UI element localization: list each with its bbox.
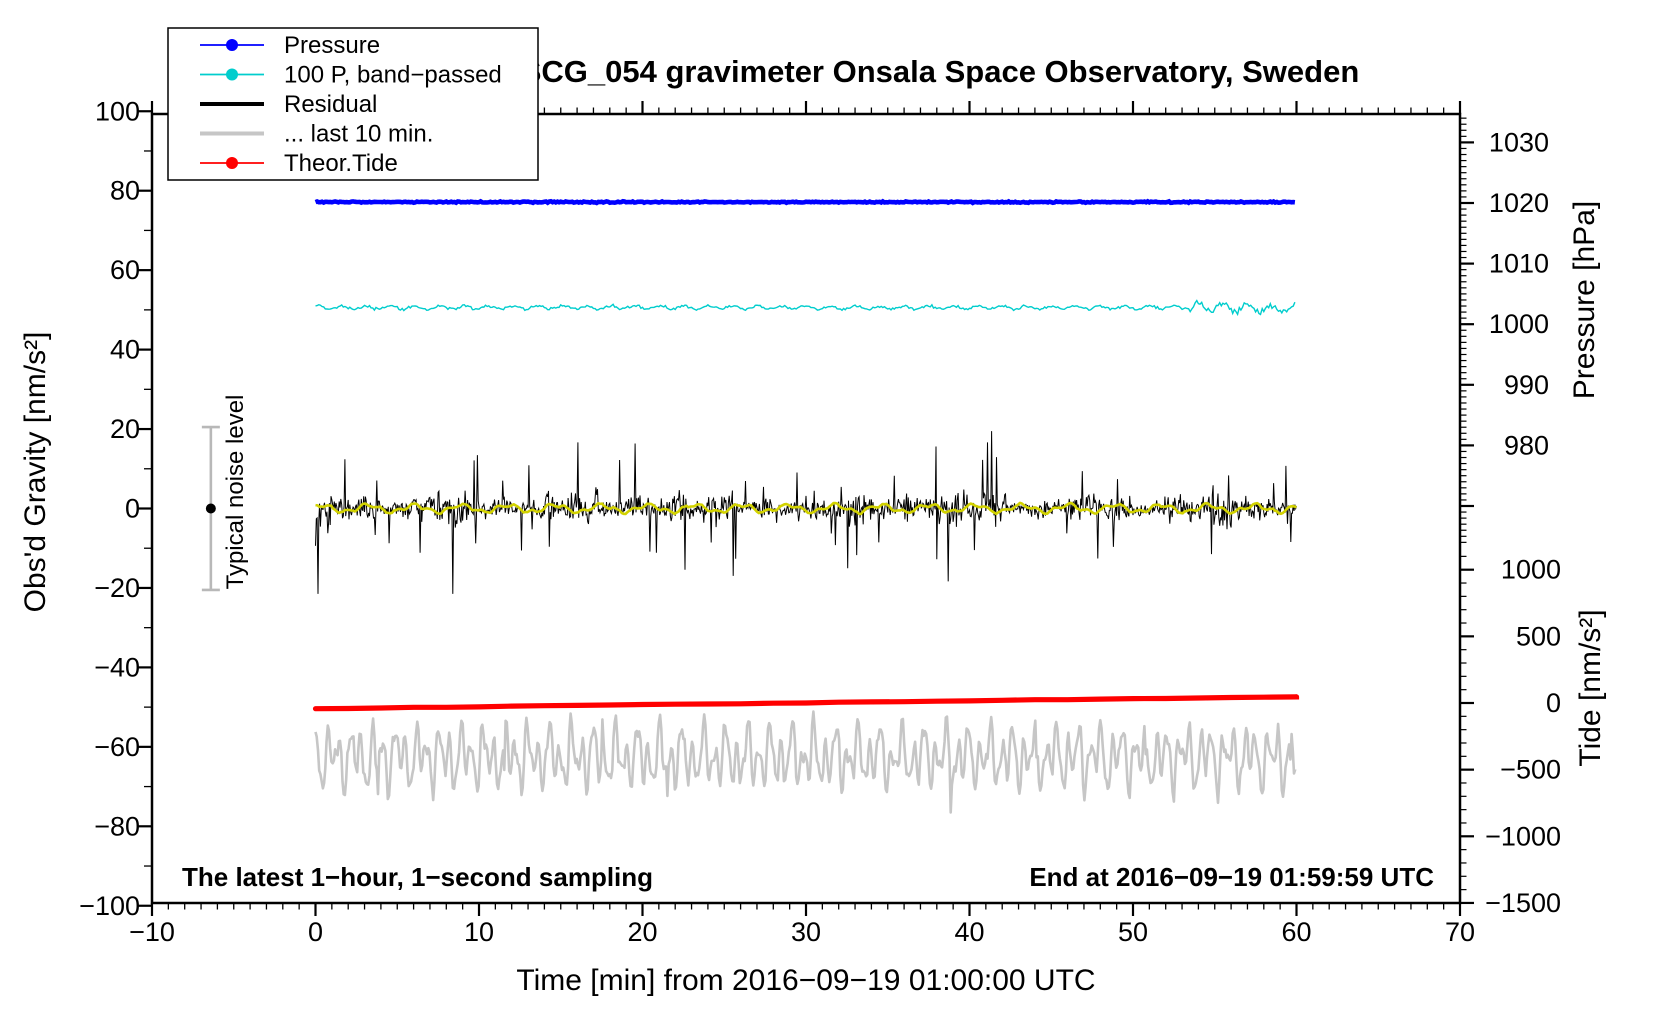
y-axis-title-pressure: Pressure [hPa] [1568, 201, 1601, 399]
tide-tick-label: 1000 [1501, 555, 1561, 585]
gravity-tick-label: −20 [94, 573, 140, 603]
gravity-tick-label: −100 [79, 891, 140, 921]
x-tick-label: 70 [1445, 917, 1475, 947]
legend-item-label: Theor.Tide [284, 150, 398, 177]
legend-item-label: Pressure [284, 32, 380, 59]
series-pressure-bandpassed [315, 299, 1296, 317]
tide-tick-label: 0 [1546, 688, 1561, 718]
x-tick-label: 0 [308, 917, 323, 947]
gravity-tick-label: −60 [94, 732, 140, 762]
legend-sample-dot [226, 39, 238, 51]
x-tick-label: 30 [791, 917, 821, 947]
gravity-tick-label: 100 [95, 96, 140, 126]
gravity-tick-label: −40 [94, 652, 140, 682]
pressure-tick-label: 1020 [1489, 188, 1549, 218]
gravity-tick-label: 0 [125, 494, 140, 524]
legend-sample-dot [226, 157, 238, 169]
series-layer [312, 198, 1300, 814]
tide-tick-label: 500 [1516, 621, 1561, 651]
gravity-tick-label: 40 [110, 335, 140, 365]
gravity-tick-label: −80 [94, 811, 140, 841]
x-axis-title: Time [min] from 2016−09−19 01:00:00 UTC [516, 964, 1095, 997]
pressure-tick-label: 1010 [1489, 249, 1549, 279]
pressure-tick-label: 980 [1504, 430, 1549, 460]
series-last10-residual [314, 710, 1297, 814]
tide-tick-label: −1500 [1485, 888, 1561, 918]
x-tick-label: −10 [129, 917, 175, 947]
ticks-layer: −10 0 10 20 30 40 50 60 70100806040200−20−40−60−… [79, 96, 1561, 947]
noise-marker [201, 425, 220, 592]
tide-tick-label: −500 [1500, 755, 1561, 785]
series-pressure [314, 198, 1296, 206]
y-axis-title-tide: Tide [nm/s²] [1574, 609, 1607, 766]
series-theoretical-tide [312, 694, 1300, 712]
pressure-tick-label: 1030 [1489, 127, 1549, 157]
series-residual-smoothed [315, 501, 1297, 516]
chart-title: SCG_054 gravimeter Onsala Space Observat… [521, 54, 1360, 89]
series-residual [315, 431, 1297, 594]
gravity-tick-label: 20 [110, 414, 140, 444]
x-tick-label: 50 [1118, 917, 1148, 947]
sampling-note: The latest 1−hour, 1−second sampling [182, 862, 653, 892]
legend-item-label: Residual [284, 91, 377, 118]
pressure-tick-label: 1000 [1489, 309, 1549, 339]
x-tick-label: 10 [464, 917, 494, 947]
gravity-tick-label: 60 [110, 255, 140, 285]
legend-item-label: ... last 10 min. [284, 121, 433, 148]
pressure-tick-label: 990 [1504, 370, 1549, 400]
tide-tick-label: −1000 [1485, 821, 1561, 851]
legend-sample-dot [226, 68, 238, 81]
noise-level-label: Typical noise level [222, 395, 249, 590]
x-tick-label: 20 [627, 917, 657, 947]
legend-item-label: 100 P, band−passed [284, 62, 502, 89]
y-axis-title-left: Obs'd Gravity [nm/s²] [19, 332, 52, 613]
end-time-note: End at 2016−09−19 01:59:59 UTC [1029, 862, 1434, 892]
gravity-tick-label: 80 [110, 176, 140, 206]
x-tick-label: 40 [954, 917, 984, 947]
noise-dot [205, 503, 216, 514]
x-tick-label: 60 [1281, 917, 1311, 947]
